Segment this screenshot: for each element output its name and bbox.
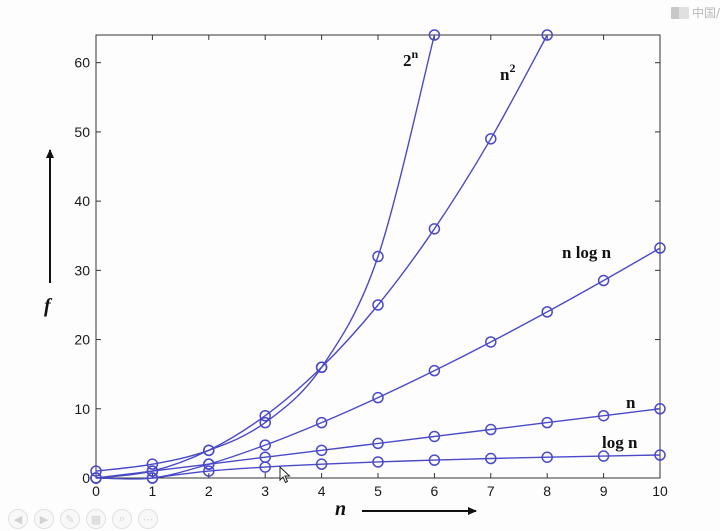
x-axis-ticks: 0 1 2 3 4 5 6 7 8 9 10 (92, 35, 668, 499)
series-curves (95, 34, 661, 480)
data-point (597, 450, 610, 462)
x-tick-label: 8 (543, 483, 551, 499)
zoom-icon[interactable]: ⌕ (112, 509, 132, 529)
x-tick-label: 5 (374, 483, 382, 499)
slide-toolbar: ◀ ▶ ✎ ▦ ⌕ ⋯ (8, 509, 158, 529)
y-tick-label: 40 (74, 193, 90, 209)
series-label-sup: 2 (509, 61, 515, 75)
pen-icon[interactable]: ✎ (60, 509, 80, 529)
x-axis-label: n (335, 498, 346, 520)
x-tick-label: 1 (149, 483, 157, 499)
x-tick-label: 10 (652, 483, 668, 499)
y-tick-label: 0 (82, 470, 90, 486)
data-point (146, 465, 159, 477)
y-tick-label: 10 (74, 401, 90, 417)
data-point (428, 364, 441, 377)
data-point (541, 416, 553, 429)
data-point (90, 465, 102, 477)
data-point (597, 274, 610, 287)
data-point (541, 306, 553, 318)
data-point (259, 461, 271, 473)
series-label: n2 (500, 61, 515, 84)
data-point (259, 409, 271, 422)
series-line-n (95, 408, 661, 479)
series-label: log n (602, 433, 638, 452)
x-tick-label: 9 (600, 483, 608, 499)
y-axis-label: f (44, 295, 53, 317)
data-point (428, 29, 441, 41)
data-point (90, 472, 102, 484)
next-slide-icon[interactable]: ▶ (34, 509, 54, 529)
series-line-2-n (95, 34, 436, 472)
y-axis-ticks: 0 10 20 30 40 50 60 (74, 55, 660, 486)
x-tick-label: 2 (205, 483, 213, 499)
series-label: 2n (403, 47, 419, 70)
series-label-main: log n (602, 433, 638, 452)
data-point (485, 423, 497, 436)
y-tick-label: 30 (74, 262, 90, 278)
more-options-icon[interactable]: ⋯ (138, 509, 158, 529)
data-point (485, 452, 497, 465)
data-point (428, 454, 441, 466)
data-point (203, 465, 215, 477)
y-tick-label: 50 (74, 124, 90, 140)
series-label-main: n (500, 65, 510, 84)
x-tick-label: 3 (261, 483, 269, 499)
watermark-text: 中国/ (691, 6, 720, 20)
data-point (203, 458, 215, 470)
series-markers (90, 29, 666, 484)
data-point (372, 437, 384, 450)
data-point (654, 403, 666, 415)
data-point (428, 223, 441, 235)
data-point (654, 449, 666, 461)
data-point (485, 133, 497, 145)
data-point (315, 361, 328, 373)
series-line-n-log-n (95, 247, 661, 480)
data-point (372, 250, 384, 263)
series-label-main: 2 (403, 51, 412, 70)
x-tick-label: 6 (431, 483, 439, 499)
data-point (315, 416, 328, 429)
data-point (146, 472, 159, 484)
data-point (372, 299, 384, 311)
y-tick-label: 20 (74, 332, 90, 348)
series-label: n log n (562, 243, 612, 262)
series-line-n-2 (95, 34, 548, 479)
data-point (428, 430, 441, 443)
data-point (372, 391, 384, 404)
mouse-cursor-icon (279, 466, 291, 484)
series-label-main: n (626, 393, 636, 412)
data-point (597, 409, 610, 422)
data-point (485, 336, 497, 348)
book-icon (670, 6, 689, 19)
data-point (259, 439, 271, 451)
data-point (372, 456, 384, 468)
data-point (259, 416, 271, 429)
data-point (654, 242, 666, 254)
prev-slide-icon[interactable]: ◀ (8, 509, 28, 529)
data-point (541, 451, 553, 463)
x-tick-label: 7 (487, 483, 495, 499)
series-line-log-n (152, 454, 661, 479)
y-tick-label: 60 (74, 55, 90, 71)
data-point (203, 444, 215, 457)
data-point (541, 29, 553, 41)
series-label-sup: n (412, 47, 419, 61)
data-point (315, 444, 328, 457)
series-label: n (626, 393, 636, 412)
data-point (315, 458, 328, 470)
slides-grid-icon[interactable]: ▦ (86, 509, 106, 529)
x-tick-label: 4 (318, 483, 326, 499)
x-tick-label: 0 (92, 483, 100, 499)
series-label-main: n log n (562, 243, 612, 262)
data-point (146, 458, 159, 470)
watermark: 中国/ (670, 4, 720, 21)
